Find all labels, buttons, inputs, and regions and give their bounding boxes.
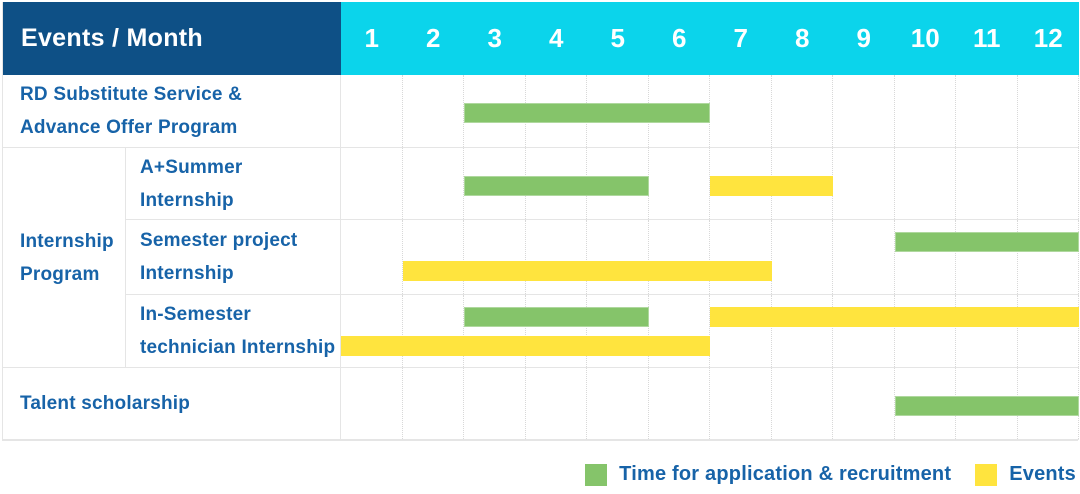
month-gridline-cell <box>895 75 956 147</box>
month-label-1: 1 <box>364 23 379 53</box>
legend: Time for application & recruitment Events <box>2 463 1078 486</box>
month-gridline-cell <box>526 220 587 294</box>
row-label-a-plus-summer-internship: A+Summer Internship <box>126 148 341 220</box>
legend-item-green: Time for application & recruitment <box>585 463 951 486</box>
month-label-8: 8 <box>795 23 810 53</box>
table-header-title: Events / Month <box>3 2 341 75</box>
month-gridline-cell <box>649 368 710 439</box>
row-label-semester-project-internship: Semester project Internship <box>126 220 341 295</box>
green-swatch-icon <box>585 463 608 486</box>
gantt-bar-yellow <box>710 175 833 196</box>
month-gridline-cell <box>1018 295 1079 367</box>
gantt-bar-green <box>464 307 649 327</box>
month-gridline-cell <box>1018 220 1079 294</box>
month-label-7: 7 <box>733 23 748 53</box>
month-gridline-cell <box>403 295 464 367</box>
month-gridline-cell <box>649 148 710 219</box>
month-gridline-cell <box>341 220 403 294</box>
month-gridline-cell <box>1018 75 1079 147</box>
gantt-board: Events / Month 1 2 3 4 5 6 7 8 9 10 11 12 RD Substi… <box>2 2 1079 486</box>
row-label-rd-substitute-service: RD Substitute Service & Advance Offer Pr… <box>3 75 341 148</box>
month-gridline-cell <box>772 295 833 367</box>
gantt-bar-yellow <box>341 336 710 356</box>
month-gridline-cell <box>833 220 895 294</box>
chart-row-talent-scholarship <box>341 368 1079 440</box>
chart-row-semester-project-internship <box>341 220 1079 295</box>
month-gridline-cell <box>956 75 1018 147</box>
month-gridline-cell <box>956 148 1018 219</box>
month-gridline-cell <box>833 295 895 367</box>
month-gridline-cell <box>649 295 710 367</box>
month-label-9: 9 <box>856 23 871 53</box>
month-gridline-cell <box>403 368 464 439</box>
legend-label: Events <box>1009 463 1076 485</box>
month-gridline-cell <box>772 220 833 294</box>
month-gridline-cell <box>587 368 649 439</box>
month-gridline-cell <box>710 368 772 439</box>
group-label-internship-program: Internship Program <box>3 148 126 368</box>
month-label-5: 5 <box>610 23 625 53</box>
month-gridline-cell <box>710 295 772 367</box>
month-label-2: 2 <box>426 23 441 53</box>
chart-row-rd-substitute-service <box>341 75 1079 148</box>
row-label-in-semester-technician-internship: In-Semester technician Internship <box>126 295 341 368</box>
month-header-row: 1 2 3 4 5 6 7 8 9 10 11 12 <box>341 2 1079 75</box>
month-gridline-cell <box>403 148 464 219</box>
month-gridline-cell <box>833 75 895 147</box>
month-gridline-cell <box>895 220 956 294</box>
header-title-label: Events / Month <box>21 24 203 52</box>
month-gridline-cell <box>341 368 403 439</box>
month-gridline-cell <box>772 75 833 147</box>
month-gridline-cell <box>1018 148 1079 219</box>
month-gridline-cell <box>956 295 1018 367</box>
legend-label: Time for application & recruitment <box>619 463 952 485</box>
month-gridline-cell <box>464 368 526 439</box>
month-gridline-cell <box>710 75 772 147</box>
month-gridline-cell <box>710 220 772 294</box>
gantt-bar-green <box>464 103 710 123</box>
gantt-bar-green <box>464 175 649 196</box>
month-label-4: 4 <box>549 23 564 53</box>
row-label-talent-scholarship: Talent scholarship <box>3 368 341 440</box>
gantt-bar-yellow <box>710 307 1079 327</box>
month-gridline-cell <box>464 220 526 294</box>
month-gridline-cell <box>587 220 649 294</box>
legend-item-yellow: Events <box>975 463 1076 486</box>
events-month-table: Events / Month 1 2 3 4 5 6 7 8 9 10 11 12 RD Substi… <box>2 2 1079 441</box>
month-label-12: 12 <box>1033 23 1063 53</box>
month-gridline-cell <box>649 220 710 294</box>
month-gridline-cell <box>341 148 403 219</box>
month-gridline-cell <box>341 295 403 367</box>
month-label-6: 6 <box>672 23 687 53</box>
month-gridline-cell <box>526 368 587 439</box>
month-gridline-cell <box>526 295 587 367</box>
gantt-bar-green <box>894 395 1079 416</box>
chart-row-in-semester-technician-internship <box>341 295 1079 368</box>
month-gridline-cell <box>833 368 895 439</box>
month-gridline-cell <box>772 368 833 439</box>
yellow-swatch-icon <box>975 463 998 486</box>
month-gridline-cell <box>895 148 956 219</box>
month-gridline-cell <box>341 75 403 147</box>
month-gridline-cell <box>464 295 526 367</box>
month-gridline-cell <box>895 295 956 367</box>
month-gridline-cell <box>833 148 895 219</box>
month-label-11: 11 <box>973 23 1001 53</box>
month-label-10: 10 <box>910 23 940 53</box>
gantt-bar-green <box>894 232 1079 252</box>
month-gridline-cell <box>403 220 464 294</box>
month-gridline-cell <box>956 220 1018 294</box>
gantt-bar-yellow <box>402 261 772 281</box>
month-gridline-cell <box>403 75 464 147</box>
chart-row-a-plus-summer-internship <box>341 148 1079 220</box>
month-label-3: 3 <box>487 23 502 53</box>
month-gridline-cell <box>587 295 649 367</box>
